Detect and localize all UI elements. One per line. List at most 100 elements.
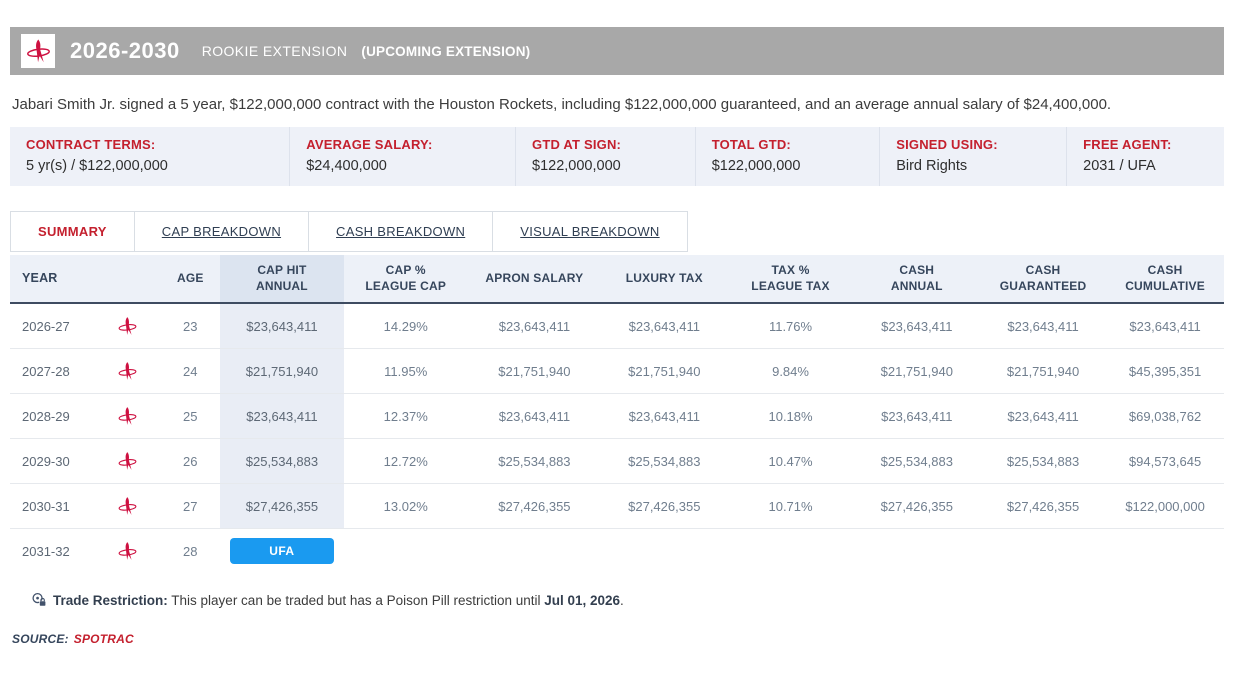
cell-cap_pct: 12.37%: [343, 393, 468, 440]
cell-apron: [468, 529, 602, 574]
cell-cap_pct: 14.29%: [343, 303, 468, 350]
cell-year: 2028-29: [10, 393, 95, 440]
term-value: Bird Rights: [896, 158, 968, 174]
tab-summary[interactable]: SUMMARY: [10, 211, 135, 252]
cell-cash_gtd: [980, 529, 1106, 574]
cell-tax_pct: [727, 529, 853, 574]
col-cap_pct: CAP % LEAGUE CAP: [343, 255, 468, 305]
term-free-agent: FREE AGENT: 2031 / UFA: [1066, 127, 1224, 186]
cell-cash_gtd: $21,751,940: [979, 348, 1107, 395]
term-total-gtd: TOTAL GTD: $122,000,000: [694, 127, 880, 186]
cell-cash_gtd: $25,534,883: [979, 438, 1107, 485]
cell-cap_hit: $25,534,883: [220, 438, 344, 485]
trade-restriction-lock-icon: [32, 593, 47, 607]
term-gtd-at-sign: GTD AT SIGN: $122,000,000: [515, 127, 695, 186]
cell-cash_gtd: $27,426,355: [979, 483, 1107, 530]
term-value: $122,000,000: [532, 158, 621, 174]
cell-cap_hit: $27,426,355: [220, 483, 344, 530]
source-link[interactable]: SPOTRAC: [73, 632, 134, 647]
ufa-badge[interactable]: UFA: [229, 538, 334, 565]
cell-team: [94, 438, 161, 485]
cell-cash_cum: $45,395,351: [1106, 348, 1224, 395]
col-cash_gtd: CASH GUARANTEED: [979, 255, 1107, 305]
cell-cash_cum: $23,643,411: [1106, 303, 1224, 350]
source-line: SOURCE: SPOTRAC: [12, 632, 1224, 646]
table-row: 2030-31 27 $27,426,355 13.02% $27,426,355 $2…: [10, 483, 1224, 530]
cell-age: 26: [160, 438, 220, 485]
cell-cash_annual: $23,643,411: [853, 303, 980, 350]
contract-header-bar: 2026-2030 ROOKIE EXTENSION (UPCOMING EXT…: [10, 27, 1224, 75]
trade-restriction-label: Trade Restriction:: [53, 592, 168, 608]
cell-age: 28: [183, 543, 198, 559]
cell-luxury: $21,751,940: [601, 348, 728, 395]
term-value: $24,400,000: [306, 158, 387, 174]
col-cap_hit: CAP HIT ANNUAL: [220, 255, 344, 305]
cell-cash_cum: $122,000,000: [1106, 483, 1224, 530]
cell-apron: $23,643,411: [467, 393, 602, 440]
term-signed-using: SIGNED USING: Bird Rights: [879, 127, 1066, 186]
term-label: SIGNED USING:: [896, 137, 998, 152]
cell-cash_annual: [854, 529, 980, 574]
term-contract-terms: CONTRACT TERMS: 5 yr(s) / $122,000,000: [10, 127, 289, 186]
cell-cap_hit: $21,751,940: [220, 348, 344, 395]
cell-cash_cum: $69,038,762: [1106, 393, 1224, 440]
cell-cash_annual: $25,534,883: [853, 438, 980, 485]
cell-team: [95, 529, 161, 574]
cell-tax_pct: 9.84%: [727, 348, 854, 395]
cell-tax_pct: 10.18%: [727, 393, 854, 440]
cell-age: 24: [160, 348, 220, 395]
term-value: $122,000,000: [711, 158, 801, 174]
rockets-logo-icon: [26, 38, 50, 62]
cell-cap_hit: $23,643,411: [220, 303, 344, 350]
col-age: AGE: [160, 255, 220, 305]
cell-age: 25: [160, 393, 220, 440]
cell-cap_pct: 13.02%: [343, 483, 468, 530]
table-row: 2031-32 28 UFA: [10, 529, 1224, 574]
rockets-logo-icon: [118, 361, 137, 380]
col-tax_pct: TAX % LEAGUE TAX: [727, 255, 854, 305]
col-apron: APRON SALARY: [467, 255, 602, 305]
term-value: 5 yr(s) / $122,000,000: [26, 158, 168, 174]
cell-cash_gtd: $23,643,411: [979, 303, 1107, 350]
cell-apron: $23,643,411: [467, 303, 602, 350]
cell-luxury: [601, 529, 727, 574]
col-luxury: LUXURY TAX: [601, 255, 728, 305]
cell-year: 2026-27: [10, 303, 95, 350]
cell-tax_pct: 10.47%: [727, 438, 854, 485]
cell-cash_gtd: $23,643,411: [979, 393, 1107, 440]
rockets-logo-icon: [118, 451, 137, 470]
term-label: FREE AGENT:: [1083, 137, 1172, 152]
cell-cap_pct: 11.95%: [343, 348, 468, 395]
cell-team: [94, 348, 161, 395]
cell-tax_pct: 10.71%: [727, 483, 854, 530]
cell-year: 2030-31: [10, 483, 95, 530]
cell-year: 2027-28: [10, 348, 95, 395]
table-row: 2026-27 23 $23,643,411 14.29% $23,643,411 $2…: [10, 303, 1224, 350]
rockets-logo-icon: [118, 406, 137, 425]
col-cash_cum: CASH CUMULATIVE: [1106, 255, 1224, 305]
trade-restriction-date: Jul 01, 2026: [544, 592, 621, 608]
tab-cap-breakdown[interactable]: CAP BREAKDOWN: [134, 211, 310, 252]
cell-apron: $25,534,883: [467, 438, 602, 485]
contract-description: Jabari Smith Jr. signed a 5 year, $122,0…: [12, 96, 1112, 113]
cell-team: [94, 393, 161, 440]
cell-luxury: $27,426,355: [601, 483, 728, 530]
cell-luxury: $25,534,883: [601, 438, 728, 485]
rockets-logo-icon: [118, 496, 137, 515]
contract-terms-bar: CONTRACT TERMS: 5 yr(s) / $122,000,000 AVE…: [10, 127, 1224, 186]
cell-apron: $27,426,355: [467, 483, 602, 530]
term-label: TOTAL GTD:: [711, 137, 791, 152]
cell-cap_pct: 12.72%: [343, 438, 468, 485]
cell-cap_pct: [344, 529, 468, 574]
contract-table: YEAR AGE CAP HIT ANNUAL CAP % LEAGUE CAP APRON…: [10, 255, 1224, 573]
cell-cash_annual: $21,751,940: [853, 348, 980, 395]
cell-cap_hit: UFA: [220, 529, 344, 574]
contract-page: 2026-2030 ROOKIE EXTENSION (UPCOMING EXT…: [0, 27, 1234, 646]
tab-cash-breakdown[interactable]: CASH BREAKDOWN: [309, 211, 494, 252]
table-body: 2026-27 23 $23,643,411 14.29% $23,643,411 $2…: [10, 303, 1224, 573]
tab-visual-breakdown[interactable]: VISUAL BREAKDOWN: [493, 211, 688, 252]
cell-age: 23: [160, 303, 220, 350]
cell-cash_cum: [1106, 529, 1224, 574]
cell-team: [94, 483, 161, 530]
cell-cash_cum: $94,573,645: [1106, 438, 1224, 485]
